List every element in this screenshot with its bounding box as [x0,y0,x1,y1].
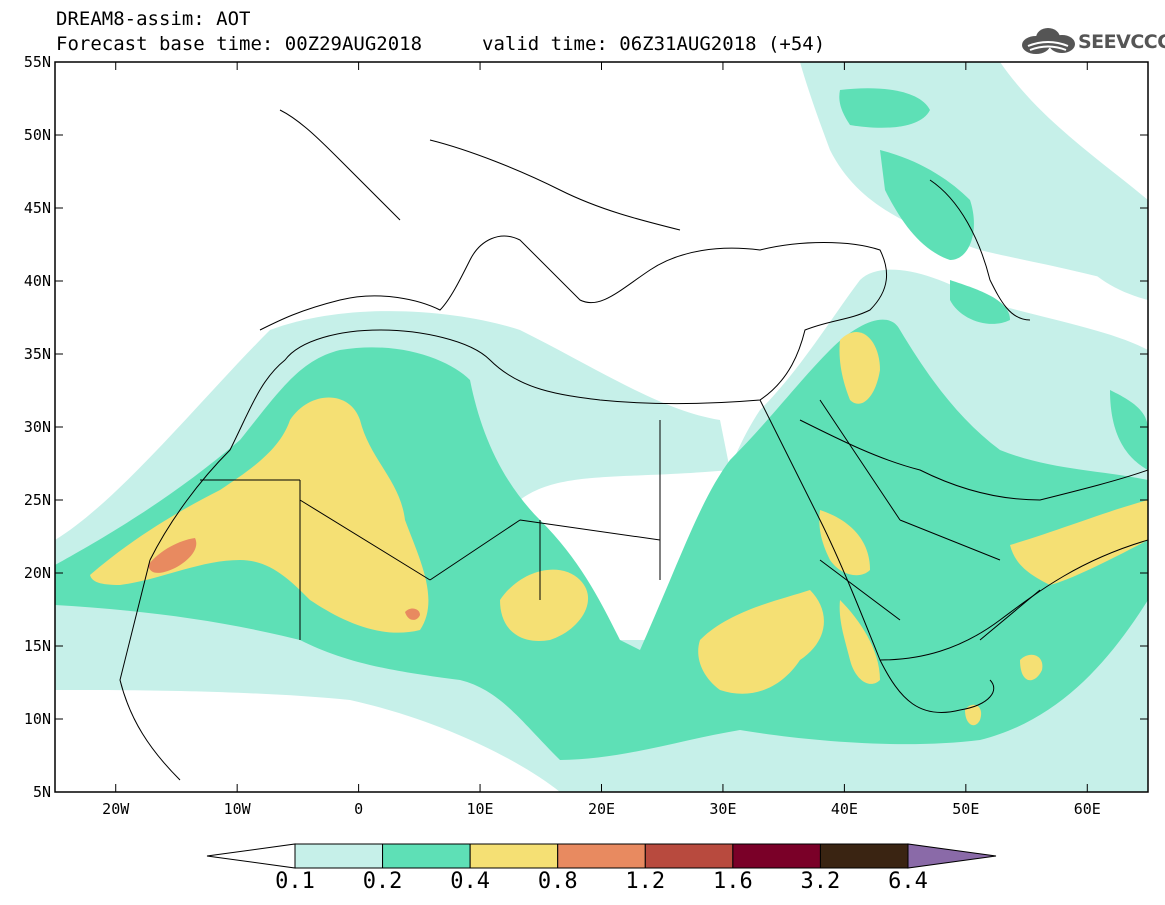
colorbar-label: 3.2 [800,869,841,894]
coastlines [119,109,1148,781]
title-line-1: DREAM8-assim: AOT [56,8,251,30]
lat-tick-label: 10N [24,710,51,728]
lon-tick-label: 0 [354,800,363,818]
lon-tick-label: 10W [224,800,252,818]
colorbar-box [644,843,734,869]
colorbar-box [382,843,471,869]
lat-tick-label: 50N [24,126,51,144]
lat-axis: 55N 50N 45N 40N 35N 30N 25N 20N 15N 10N 5N [24,53,1148,801]
level-0.4 [90,331,1148,726]
lon-tick-label: 10E [467,800,494,818]
lat-tick-label: 20N [24,564,51,582]
colorbar-box [469,843,559,869]
level-0.8 [148,538,420,620]
lat-tick-label: 5N [33,783,51,801]
lon-tick-label: 20W [102,800,130,818]
colorbar-min-arrow [206,843,296,869]
colorbar-label: 1.6 [712,869,753,894]
lat-tick-label: 40N [24,272,51,290]
colorbar-label: 0.8 [537,869,578,894]
colorbar-label: 6.4 [888,869,928,894]
colorbar-box [819,843,909,869]
lon-axis: 20W 10W 0 10E 20E 30E 40E 50E 60E [102,62,1101,818]
valid-time: valid time: 06Z31AUG2018 (+54) [482,33,826,55]
colorbar-label: 1.2 [625,869,666,894]
lon-tick-label: 60E [1074,800,1101,818]
lat-tick-label: 25N [24,491,51,509]
colorbar-label: 0.1 [275,869,315,894]
aot-field [55,62,1148,792]
lat-tick-label: 35N [24,345,51,363]
lat-tick-label: 55N [24,53,51,71]
colorbar [206,843,997,869]
colorbar-box [557,843,646,869]
lon-tick-label: 50E [952,800,979,818]
lon-tick-label: 20E [588,800,615,818]
lat-tick-label: 15N [24,637,51,655]
colorbar-box [732,843,821,869]
logo-text: SEEVCCC [1078,31,1165,53]
colorbar-box [294,843,384,869]
lat-tick-label: 45N [24,199,51,217]
cloud-icon [1022,28,1075,54]
title-line-2: Forecast base time: 00Z29AUG2018 [56,33,423,55]
lon-tick-label: 40E [831,800,858,818]
colorbar-label: 0.4 [450,869,491,894]
colorbar-max-arrow [907,843,997,869]
lat-tick-label: 30N [24,418,51,436]
lon-tick-label: 30E [709,800,736,818]
colorbar-label: 0.2 [362,869,403,894]
